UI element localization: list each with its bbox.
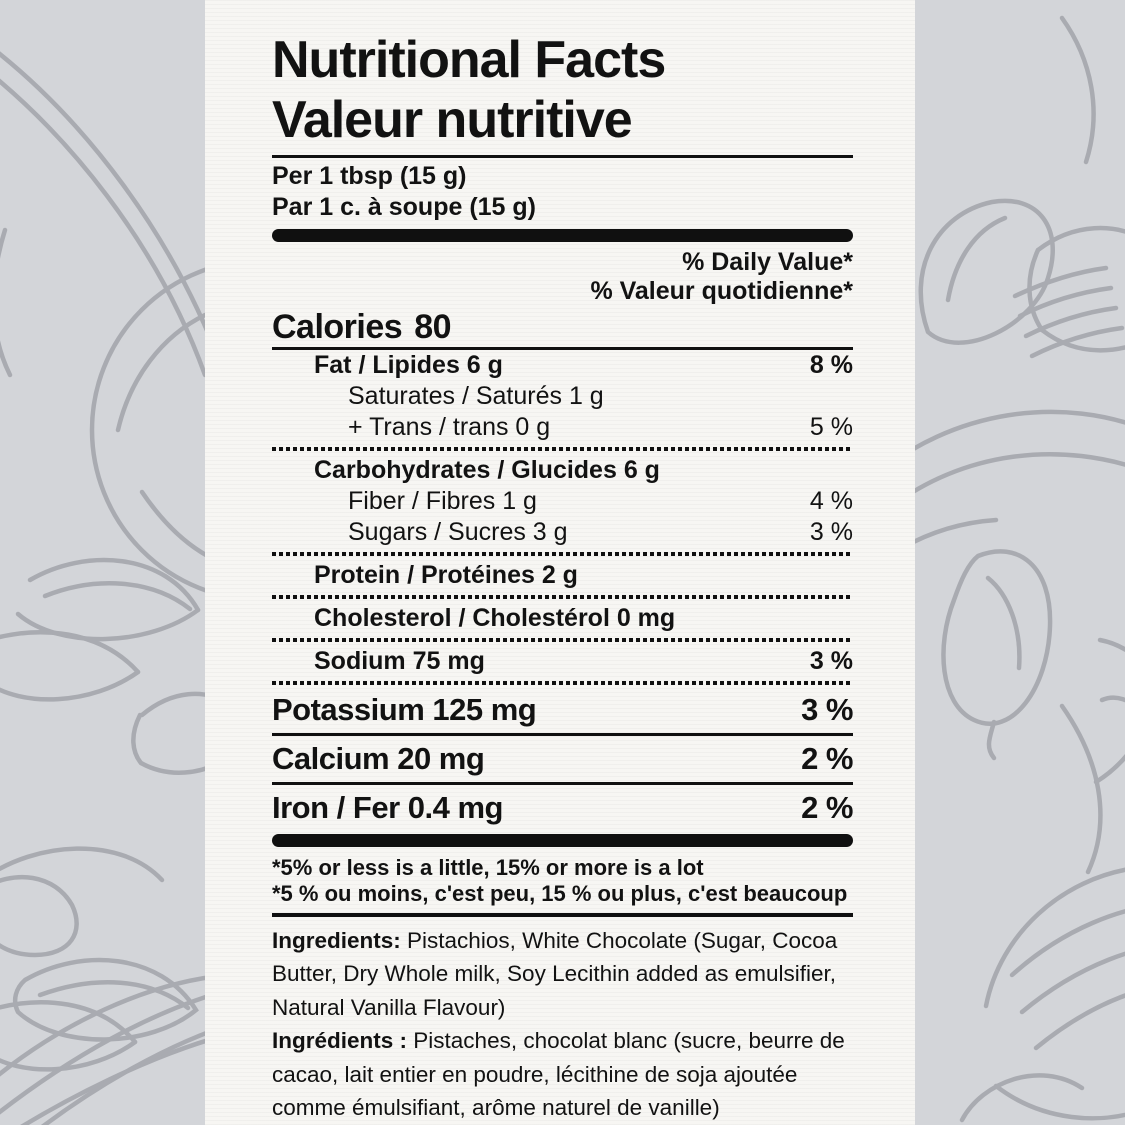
serving-size-fr: Par 1 c. à soupe (15 g) xyxy=(272,193,536,221)
footnote-en: *5% or less is a little, 15% or more is … xyxy=(272,855,704,880)
nutrient-name: Carbohydrates / Glucides 6 g xyxy=(314,456,660,484)
nutrient-name: Potassium 125 mg xyxy=(272,692,537,727)
nutrient-name: + Trans / trans 0 g xyxy=(348,413,551,441)
divider-under-title xyxy=(272,155,853,158)
serving-size-block: Per 1 tbsp (15 g) Par 1 c. à soupe (15 g… xyxy=(272,161,853,223)
divider-dotted xyxy=(272,681,853,685)
nutrient-daily-value: 3 % xyxy=(809,647,853,675)
nutrient-daily-value: 3 % xyxy=(809,518,853,546)
nutrient-daily-value: 8 % xyxy=(809,351,853,379)
ingredients-fr-text: Pistaches, chocolat blanc (sucre, beurre… xyxy=(272,1028,845,1120)
daily-value-header-block: % Daily Value* % Valeur quotidienne* xyxy=(272,248,853,306)
nutrient-row: Cholesterol / Cholestérol 0 mg xyxy=(272,603,853,634)
nutrient-name: Iron / Fer 0.4 mg xyxy=(272,790,503,825)
divider-under-footnote xyxy=(272,913,853,917)
nutrient-name: Sodium 75 mg xyxy=(314,647,485,675)
nutrient-row: Fat / Lipides 6 g 8 % xyxy=(272,350,853,381)
calories-row: Calories 80 xyxy=(272,309,853,345)
nutrient-name: Fat / Lipides 6 g xyxy=(314,351,503,379)
nutrient-daily-value: 2 % xyxy=(801,741,853,776)
ingredients-en-text: Pistachios, White Chocolate (Sugar, Coco… xyxy=(272,927,838,1020)
nutrient-daily-value: 2 % xyxy=(801,790,853,825)
ingredients-en-label: Ingredients: xyxy=(272,927,401,953)
label-title-en: Nutritional Facts xyxy=(272,31,666,89)
nutrient-name: Fiber / Fibres 1 g xyxy=(348,487,537,515)
divider-solid xyxy=(272,733,853,736)
nutrient-daily-value: 5 % xyxy=(809,413,853,441)
daily-value-header-en: % Daily Value* xyxy=(682,248,853,276)
nutrient-name: Sugars / Sucres 3 g xyxy=(348,518,568,546)
divider-dotted xyxy=(272,552,853,556)
divider-bar xyxy=(272,834,853,847)
divider-dotted xyxy=(272,595,853,599)
nutrient-row: Sugars / Sucres 3 g 3 % xyxy=(272,517,853,548)
divider-solid xyxy=(272,782,853,785)
nutrient-name: Cholesterol / Cholestérol 0 mg xyxy=(314,604,676,632)
serving-size-en: Per 1 tbsp (15 g) xyxy=(272,162,467,190)
nutrient-row: Saturates / Saturés 1 g xyxy=(272,381,853,412)
nutrient-row: Protein / Protéines 2 g xyxy=(272,560,853,591)
calories-label: Calories xyxy=(272,308,403,346)
label-title-fr: Valeur nutritive xyxy=(272,91,633,149)
ingredients-fr: Ingrédients : Pistaches, chocolat blanc … xyxy=(272,1024,853,1125)
footnote-fr: *5 % ou moins, c'est peu, 15 % ou plus, … xyxy=(272,881,848,906)
nutrient-row: Iron / Fer 0.4 mg 2 % xyxy=(272,787,853,829)
nutrient-row: Fiber / Fibres 1 g 4 % xyxy=(272,486,853,517)
divider-under-calories xyxy=(272,347,853,350)
nutrient-row: Potassium 125 mg 3 % xyxy=(272,689,853,731)
ingredients-en: Ingredients: Pistachios, White Chocolate… xyxy=(272,924,853,1025)
nutrient-row: Calcium 20 mg 2 % xyxy=(272,738,853,780)
calories-value: 80 xyxy=(414,308,452,346)
nutrient-daily-value: 4 % xyxy=(809,487,853,515)
ingredients-fr-label: Ingrédients : xyxy=(272,1028,408,1053)
nutrition-label-panel: Nutritional Facts Valeur nutritive Per 1… xyxy=(205,0,915,1125)
nutrient-daily-value: 3 % xyxy=(801,692,853,727)
thick-divider-bar-top xyxy=(272,229,853,242)
nutrient-name: Protein / Protéines 2 g xyxy=(314,561,578,589)
nutrient-row: Carbohydrates / Glucides 6 g xyxy=(272,455,853,486)
nutrient-rows: Fat / Lipides 6 g 8 % Saturates / Saturés … xyxy=(272,350,853,847)
nutrient-row: Sodium 75 mg 3 % xyxy=(272,646,853,677)
divider-dotted xyxy=(272,638,853,642)
daily-value-header-fr: % Valeur quotidienne* xyxy=(590,277,853,305)
divider-dotted xyxy=(272,447,853,451)
nutrient-row: + Trans / trans 0 g 5 % xyxy=(272,412,853,443)
nutrient-name: Calcium 20 mg xyxy=(272,741,485,776)
nutrient-name: Saturates / Saturés 1 g xyxy=(348,382,604,410)
